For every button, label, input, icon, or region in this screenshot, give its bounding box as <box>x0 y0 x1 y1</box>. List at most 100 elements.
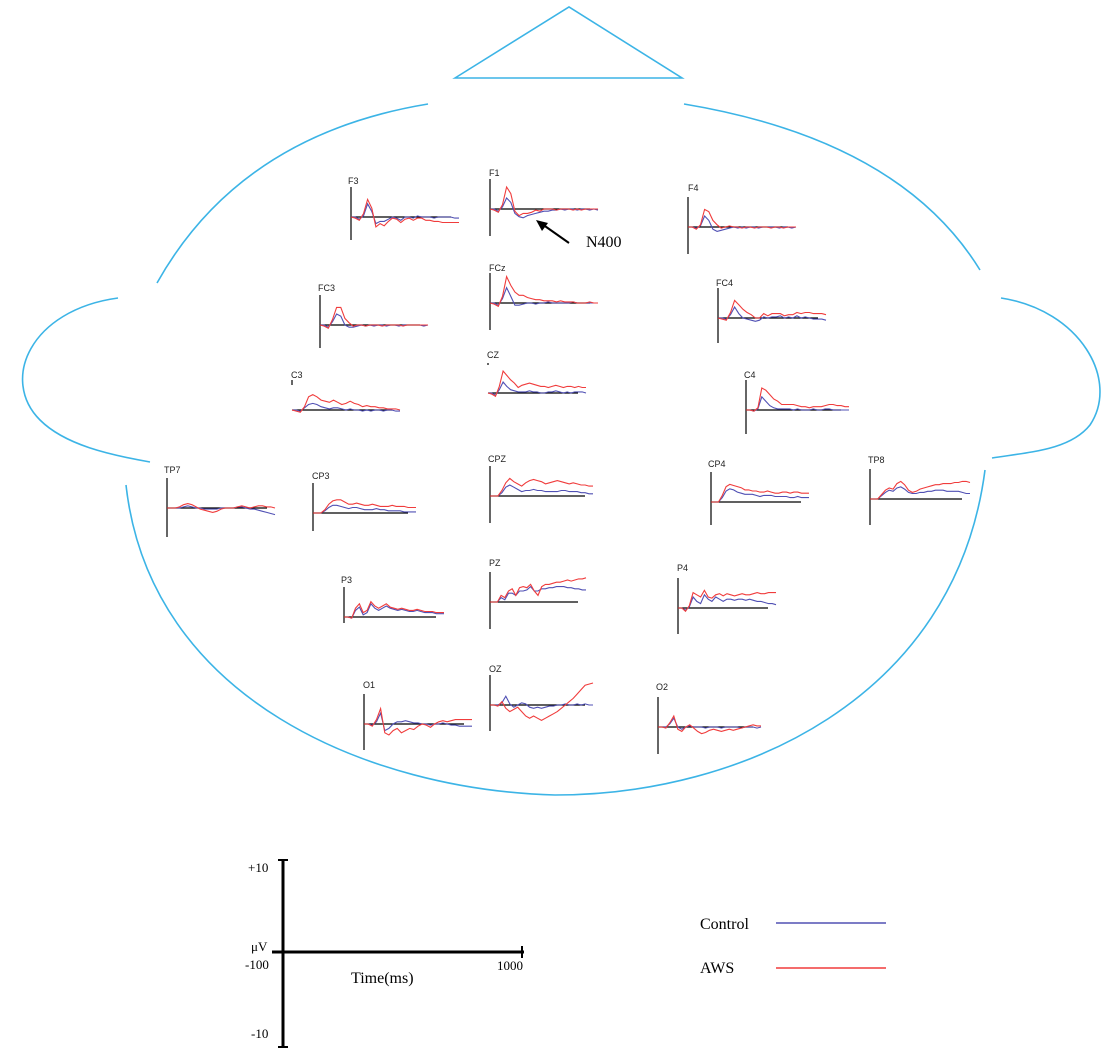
aws-trace <box>487 369 586 398</box>
control-trace <box>746 395 849 412</box>
head-arc-upper-left <box>156 103 429 284</box>
electrode-CPZ: CPZ <box>488 454 593 523</box>
control-trace <box>313 504 416 514</box>
electrode-P4: P4 <box>677 563 777 634</box>
control-trace <box>351 202 459 225</box>
scale-x-end-label: 1000 <box>497 958 523 973</box>
control-trace <box>870 486 970 500</box>
electrode-FC3: FC3 <box>318 283 429 348</box>
electrode-O2: O2 <box>656 682 762 754</box>
electrode-label-CP3: CP3 <box>312 471 330 481</box>
scale-bar: +10 μV -100 1000 Time(ms) -10 <box>245 859 524 1048</box>
control-trace <box>490 484 593 497</box>
left-ear <box>21 297 151 463</box>
aws-trace <box>364 706 472 736</box>
electrode-FC4: FC4 <box>716 278 827 343</box>
electrode-C3: C3 <box>291 370 401 413</box>
aws-trace <box>490 477 593 497</box>
electrode-label-P3: P3 <box>341 575 352 585</box>
electrode-label-FCz: FCz <box>489 263 506 273</box>
aws-trace <box>688 208 796 230</box>
electrode-O1: O1 <box>363 680 472 750</box>
electrode-label-TP8: TP8 <box>868 455 885 465</box>
control-trace <box>490 197 599 219</box>
electrode-label-CP4: CP4 <box>708 459 726 469</box>
electrode-TP8: TP8 <box>868 455 971 525</box>
aws-trace <box>490 682 594 722</box>
head-arc-lower <box>125 469 986 796</box>
head-outline <box>21 6 1101 796</box>
electrode-label-F4: F4 <box>688 183 699 193</box>
electrode-PZ: PZ <box>489 558 587 629</box>
electrode-label-FC4: FC4 <box>716 278 733 288</box>
electrode-label-FC3: FC3 <box>318 283 335 293</box>
electrode-label-C3: C3 <box>291 370 303 380</box>
aws-trace <box>678 589 776 613</box>
electrode-label-CZ: CZ <box>487 350 499 360</box>
electrode-P3: P3 <box>341 575 444 623</box>
legend: Control AWS <box>700 916 886 977</box>
nose-triangle <box>452 6 685 79</box>
control-trace <box>364 711 472 732</box>
electrode-label-PZ: PZ <box>489 558 501 568</box>
control-trace <box>711 488 809 503</box>
control-trace <box>344 602 444 619</box>
aws-trace <box>350 197 459 228</box>
aws-trace <box>717 299 827 321</box>
electrode-label-O2: O2 <box>656 682 668 692</box>
aws-trace <box>167 503 276 513</box>
scale-x-start-label: -100 <box>245 957 269 972</box>
aws-trace <box>291 393 401 413</box>
head-arc-upper-right <box>683 103 981 271</box>
electrode-CP3: CP3 <box>312 471 416 531</box>
control-trace <box>292 402 400 412</box>
aws-trace <box>711 483 809 503</box>
right-ear <box>991 297 1101 459</box>
aws-trace <box>870 480 971 500</box>
control-trace <box>490 695 593 709</box>
electrode-F1: F1 <box>489 168 599 236</box>
electrode-F3: F3 <box>348 176 459 240</box>
n400-label: N400 <box>586 234 622 251</box>
n400-arrow-head <box>536 220 548 231</box>
control-trace <box>688 215 797 232</box>
control-trace <box>488 381 587 396</box>
scale-y-unit-label: μV <box>251 939 268 954</box>
legend-label-aws: AWS <box>700 960 734 977</box>
electrode-F4: F4 <box>687 183 797 254</box>
aws-trace <box>658 714 761 735</box>
scale-x-axis-label: Time(ms) <box>351 970 414 987</box>
electrode-label-P4: P4 <box>677 563 688 573</box>
legend-label-control: Control <box>700 916 749 933</box>
aws-trace <box>489 274 598 308</box>
n400-arrow-line <box>541 223 570 244</box>
aws-trace <box>319 306 428 330</box>
electrode-label-C4: C4 <box>744 370 756 380</box>
electrode-label-OZ: OZ <box>489 664 502 674</box>
control-trace <box>167 505 276 516</box>
aws-trace <box>313 499 416 514</box>
aws-trace <box>489 185 598 217</box>
aws-trace <box>746 387 849 412</box>
electrode-label-F1: F1 <box>489 168 500 178</box>
electrode-label-O1: O1 <box>363 680 375 690</box>
electrode-C4: C4 <box>744 370 849 434</box>
n400-annotation: N400 <box>536 220 622 251</box>
electrode-label-CPZ: CPZ <box>488 454 507 464</box>
control-trace <box>490 585 586 603</box>
electrode-CZ: CZ <box>487 350 587 398</box>
electrode-TP7: TP7 <box>164 465 276 537</box>
electrode-OZ: OZ <box>489 664 594 731</box>
electrode-label-F3: F3 <box>348 176 359 186</box>
electrode-label-TP7: TP7 <box>164 465 181 475</box>
electrode-CP4: CP4 <box>708 459 809 525</box>
electrode-FCz: FCz <box>489 263 598 330</box>
control-trace <box>718 305 827 322</box>
control-trace <box>678 593 777 611</box>
aws-trace <box>344 600 444 619</box>
electrode-plots: F3 F1 F4 FC3 FCz FC4 CZ C3 C4 TP7 CP3 CP… <box>164 168 971 754</box>
scale-y-top-label: +10 <box>248 860 268 875</box>
aws-trace <box>490 577 587 603</box>
scale-y-bottom-label: -10 <box>251 1026 268 1041</box>
